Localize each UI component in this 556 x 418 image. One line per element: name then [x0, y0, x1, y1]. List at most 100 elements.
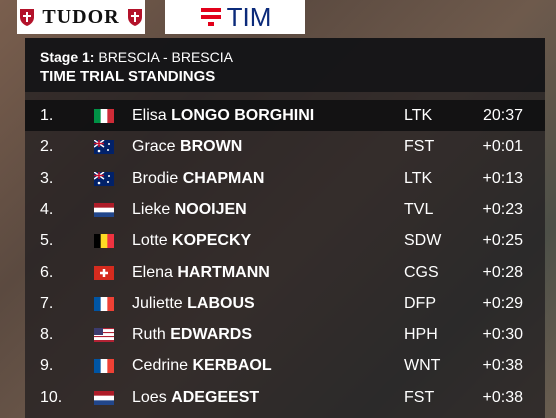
- first-name: Elena: [132, 263, 173, 281]
- rank: 3.: [40, 169, 54, 187]
- standing-row: 7. Juliette LABOUS DFP +0:29: [25, 288, 545, 319]
- standing-row: 6. Elena HARTMANN CGS +0:28: [25, 257, 545, 288]
- rank: 9.: [40, 357, 54, 375]
- rider-name: Grace BROWN: [132, 138, 242, 156]
- rider-name: Elisa LONGO BORGHINI: [132, 107, 314, 125]
- first-name: Lieke: [132, 200, 171, 218]
- first-name: Elisa: [132, 107, 167, 124]
- first-name: Ruth: [132, 326, 166, 344]
- team: FST: [404, 388, 435, 406]
- rank: 8.: [40, 326, 54, 344]
- last-name: BROWN: [180, 138, 243, 156]
- stage-route: BRESCIA - BRESCIA: [98, 49, 233, 65]
- rider-name: Cedrine KERBAOL: [132, 357, 272, 375]
- rank: 1.: [40, 107, 54, 124]
- standing-row: 3. Brodie CHAPMAN LTK +0:13: [25, 163, 545, 194]
- team: CGS: [404, 263, 439, 281]
- team: SDW: [404, 232, 442, 250]
- flag-box: [94, 234, 115, 253]
- flag: [94, 265, 114, 280]
- standing-row: 4. Lieke NOOIJEN TVL +0:23: [25, 194, 545, 225]
- flag: [94, 390, 114, 406]
- first-name: Loes: [132, 388, 167, 406]
- standings-header: Stage 1: BRESCIA - BRESCIA TIME TRIAL ST…: [25, 38, 545, 92]
- rank: 10.: [40, 388, 63, 406]
- time: +0:25: [482, 232, 523, 250]
- team: LTK: [404, 107, 433, 124]
- flag: [94, 359, 115, 374]
- time: +0:28: [482, 263, 523, 281]
- first-name: Grace: [132, 138, 176, 156]
- time: 20:37: [482, 107, 523, 124]
- flag-box: [93, 170, 114, 191]
- last-name: LONGO BORGHINI: [171, 107, 315, 124]
- rider-name: Brodie CHAPMAN: [132, 170, 264, 188]
- flag-box: [94, 202, 114, 222]
- time: +0:38: [482, 388, 523, 406]
- stage-label: Stage 1:: [40, 49, 95, 65]
- flag: [93, 170, 114, 186]
- first-name: Juliette: [132, 294, 183, 312]
- tim-logo: TIM: [165, 0, 305, 34]
- last-name: KERBAOL: [192, 357, 272, 375]
- rider-name: Loes ADEGEEST: [132, 389, 259, 407]
- standing-row: 9. Cedrine KERBAOL WNT +0:38: [25, 350, 545, 381]
- team: LTK: [404, 169, 433, 187]
- time: +0:29: [482, 294, 523, 312]
- flag-box: [94, 390, 114, 410]
- time: +0:30: [482, 326, 523, 344]
- team: DFP: [404, 294, 436, 312]
- shield-icon: [20, 9, 35, 26]
- flag: [93, 139, 114, 155]
- standing-row: 8. Ruth EDWARDS HPH +0:30: [25, 319, 545, 350]
- standing-row: 2. Grace BROWN FST +0:01: [25, 131, 545, 162]
- last-name: CHAPMAN: [182, 169, 265, 187]
- standings-title: TIME TRIAL STANDINGS: [40, 68, 216, 85]
- flag-box: [94, 109, 115, 128]
- flag: [94, 296, 115, 311]
- shield-icon: [127, 9, 142, 26]
- rider-name: Juliette LABOUS: [132, 295, 255, 313]
- tudor-logo: TUDOR: [17, 0, 145, 34]
- rank: 4.: [40, 200, 54, 218]
- team: WNT: [404, 357, 441, 375]
- rider-name: Lotte KOPECKY: [132, 232, 251, 250]
- team: FST: [404, 138, 435, 156]
- first-name: Brodie: [132, 169, 179, 187]
- standing-row: 10. Loes ADEGEEST FST +0:38: [25, 382, 545, 413]
- last-name: NOOIJEN: [174, 200, 247, 218]
- flag: [94, 328, 114, 343]
- rider-name: Ruth EDWARDS: [132, 326, 252, 344]
- tim-text: TIM: [226, 1, 272, 32]
- team: TVL: [404, 200, 434, 218]
- rider-name: Elena HARTMANN: [132, 264, 270, 282]
- time: +0:13: [482, 169, 523, 187]
- time: +0:23: [482, 200, 523, 218]
- flag: [94, 109, 115, 123]
- rank: 7.: [40, 294, 54, 312]
- flag-box: [94, 265, 114, 285]
- standing-row: 5. Lotte KOPECKY SDW +0:25: [25, 225, 545, 256]
- flag-box: [94, 359, 115, 378]
- flag-box: [93, 139, 114, 159]
- flag: [94, 234, 115, 249]
- time: +0:01: [482, 138, 523, 156]
- flag-box: [94, 328, 114, 347]
- last-name: ADEGEEST: [171, 388, 260, 406]
- last-name: KOPECKY: [172, 232, 252, 250]
- rank: 6.: [40, 263, 54, 281]
- time: +0:38: [482, 357, 523, 375]
- rider-name: Lieke NOOIJEN: [132, 201, 247, 219]
- tudor-text: TUDOR: [42, 5, 120, 28]
- first-name: Lotte: [132, 232, 168, 250]
- rank: 2.: [40, 138, 54, 156]
- last-name: HARTMANN: [177, 263, 270, 281]
- team: HPH: [404, 326, 438, 344]
- last-name: EDWARDS: [170, 326, 253, 344]
- standing-row: 1. Elisa LONGO BORGHINI LTK 20:37: [25, 100, 545, 131]
- first-name: Cedrine: [132, 357, 189, 375]
- last-name: LABOUS: [187, 294, 255, 312]
- flag-box: [94, 296, 115, 316]
- rank: 5.: [40, 232, 54, 250]
